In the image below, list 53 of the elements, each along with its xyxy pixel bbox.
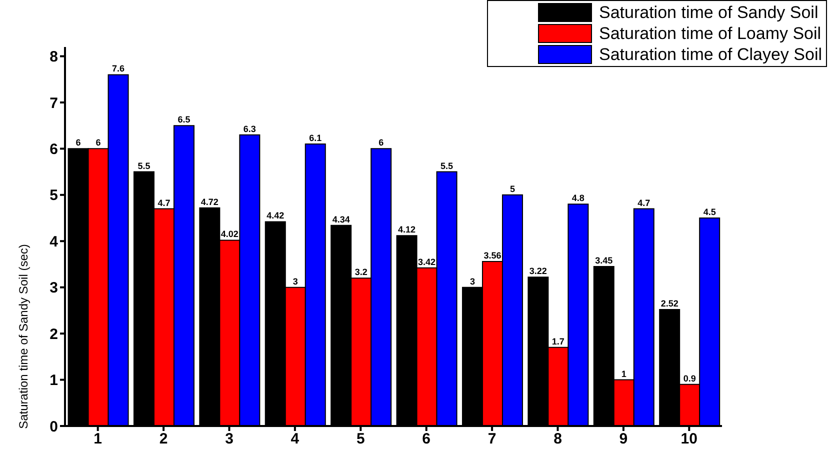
data-label: 5 bbox=[510, 184, 515, 194]
data-label: 4.12 bbox=[398, 224, 416, 235]
data-label: 7.6 bbox=[112, 64, 125, 74]
data-label: 6 bbox=[76, 138, 81, 148]
data-label: 6.3 bbox=[243, 124, 256, 134]
data-label: 3 bbox=[470, 276, 475, 286]
data-label: 4.34 bbox=[332, 214, 350, 224]
x-tick-label: 8 bbox=[554, 430, 562, 448]
data-label: 4.5 bbox=[703, 207, 716, 218]
data-label: 6 bbox=[378, 138, 384, 148]
data-label: 5.5 bbox=[138, 160, 150, 171]
data-label: 2.52 bbox=[660, 298, 678, 309]
legend-label: Saturation time of Sandy Soil bbox=[599, 2, 818, 23]
x-tick-label: 6 bbox=[422, 430, 431, 448]
data-label: 4.8 bbox=[572, 193, 584, 204]
legend-label: Saturation time of Loamy Soil bbox=[599, 23, 822, 44]
x-tick-label: 10 bbox=[680, 430, 698, 448]
x-tick-label: 7 bbox=[488, 430, 496, 448]
data-label: 5.5 bbox=[440, 160, 454, 171]
y-tick-label: 2 bbox=[50, 326, 58, 343]
legend-label: Saturation time of Clayey Soil bbox=[599, 44, 822, 65]
x-tick-label: 4 bbox=[290, 430, 300, 448]
data-label: 4.72 bbox=[200, 196, 218, 207]
y-tick-label: 6 bbox=[50, 141, 58, 158]
x-tick-label: 3 bbox=[225, 430, 234, 448]
data-label: 3.2 bbox=[354, 267, 368, 278]
y-tick-label: 0 bbox=[50, 418, 58, 436]
y-tick-label: 1 bbox=[50, 372, 58, 390]
data-label: 4.7 bbox=[158, 198, 170, 208]
data-label: 1.7 bbox=[552, 336, 564, 346]
data-label: 6.5 bbox=[178, 114, 190, 125]
data-label: 3.42 bbox=[418, 256, 436, 267]
data-label: 3 bbox=[292, 276, 298, 286]
data-label: 4.42 bbox=[266, 210, 284, 221]
y-tick-label: 5 bbox=[50, 187, 58, 204]
x-tick-label: 1 bbox=[94, 430, 102, 448]
y-tick-label: 4 bbox=[50, 233, 59, 250]
x-tick-label: 9 bbox=[619, 430, 628, 448]
data-label: 3.56 bbox=[484, 250, 502, 260]
data-label: 4.02 bbox=[220, 229, 238, 240]
data-label: 3.22 bbox=[529, 266, 547, 276]
y-axis-title: Saturation time of Sandy Soil (sec) bbox=[16, 244, 30, 429]
y-tick-label: 3 bbox=[50, 280, 58, 297]
data-label: 1 bbox=[621, 368, 626, 379]
x-tick-label: 2 bbox=[159, 430, 168, 448]
data-label: 6 bbox=[96, 138, 101, 148]
data-label: 0.9 bbox=[683, 373, 696, 384]
y-tick-label: 8 bbox=[50, 48, 58, 66]
data-label: 4.7 bbox=[638, 198, 650, 208]
y-tick-label: 7 bbox=[50, 94, 58, 112]
data-label: 6.1 bbox=[309, 133, 322, 144]
x-tick-label: 5 bbox=[356, 430, 365, 448]
data-label: 3.45 bbox=[595, 256, 613, 266]
